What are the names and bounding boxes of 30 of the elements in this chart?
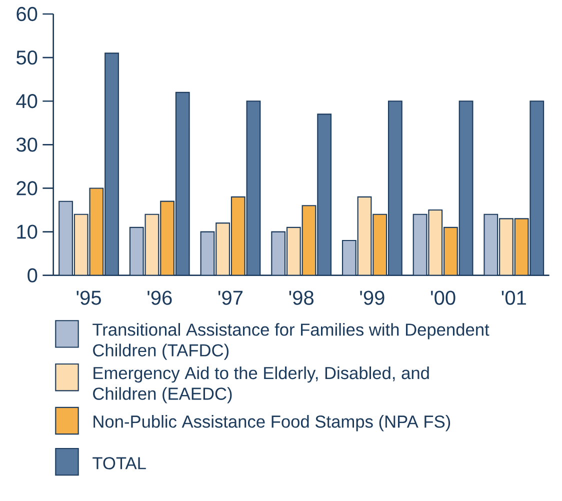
- bar: [230, 196, 246, 276]
- bar: [129, 227, 144, 276]
- bar: [428, 210, 443, 276]
- y-tick-label: 30: [16, 138, 38, 152]
- bar: [444, 227, 458, 276]
- bar: [372, 214, 388, 276]
- x-tick-label: '01: [502, 290, 526, 306]
- x-tick-label: '99: [360, 290, 384, 306]
- x-tick-label: '96: [148, 290, 172, 306]
- y-tick-label: 20: [16, 181, 38, 196]
- bar: [160, 200, 174, 276]
- legend-label: Non-Public Assistance Food Stamps (NPA FS): [94, 415, 450, 432]
- y-tick-label: 40: [16, 94, 38, 108]
- x-tick-label: '00: [431, 290, 456, 306]
- bar: [286, 227, 301, 276]
- legend-label: TOTAL: [92, 457, 146, 470]
- bar: [271, 231, 286, 276]
- x-tick-label: '95: [76, 290, 101, 306]
- x-tick-label: '97: [218, 290, 242, 306]
- bar: [499, 218, 514, 276]
- y-tick-label: 50: [16, 50, 38, 65]
- bar: [342, 240, 356, 276]
- bar: [216, 222, 230, 276]
- legend-label: Emergency Aid to the Elderly, Disabled, and Children (EAEDC): [93, 366, 429, 404]
- legend-label: Transitional Assistance for Families with Dependent Children (TAFDC): [92, 323, 490, 360]
- x-tick-label: '98: [289, 290, 314, 306]
- y-tick-label: 10: [17, 224, 38, 240]
- y-tick-label: 0: [28, 268, 38, 283]
- bar: [58, 200, 73, 276]
- y-tick-label: 60: [16, 7, 38, 22]
